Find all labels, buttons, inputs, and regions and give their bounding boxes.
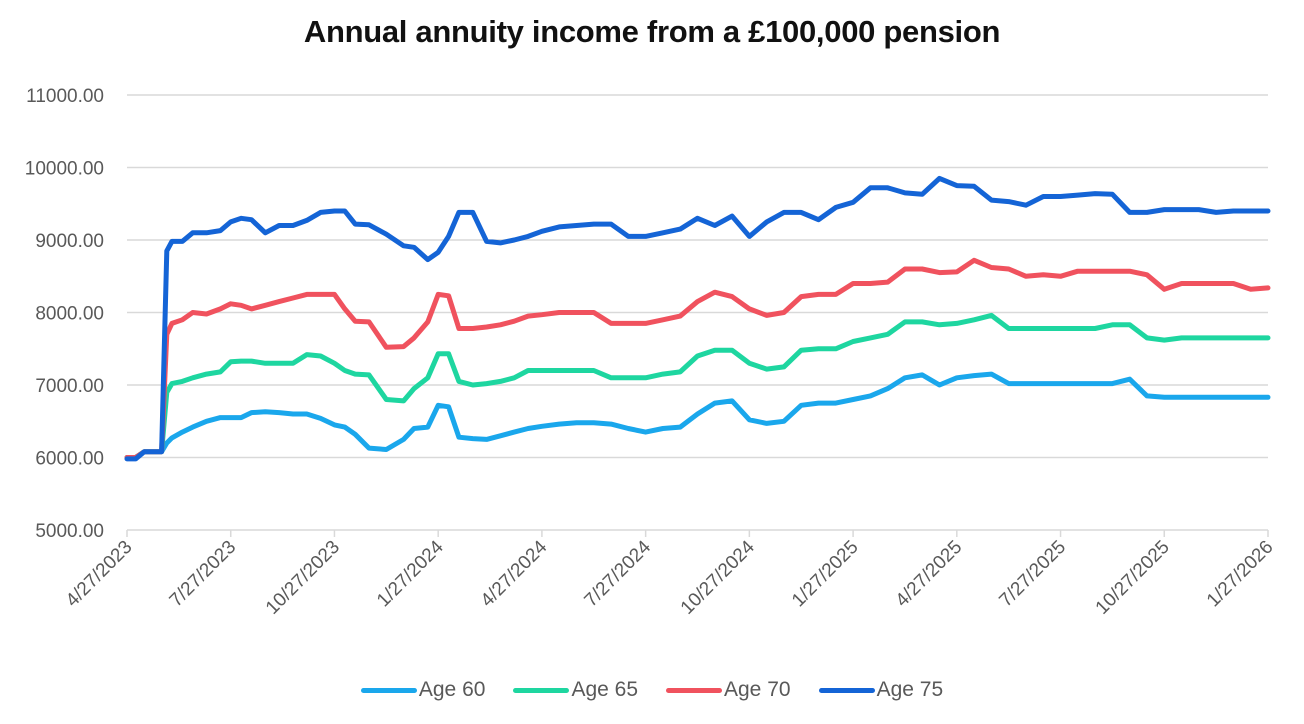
- x-tick-label: 10/27/2023: [262, 537, 344, 619]
- legend-label: Age 70: [724, 678, 791, 701]
- x-tick-label: 1/27/2024: [373, 536, 448, 611]
- series-line-age-60: [124, 371, 1271, 460]
- x-tick-label: 7/27/2023: [166, 537, 241, 612]
- chart-title: Annual annuity income from a £100,000 pe…: [303, 14, 1001, 49]
- legend-item-age-65[interactable]: Age 65: [513, 678, 638, 702]
- y-tick-label: 9000.00: [35, 231, 104, 252]
- legend-swatch: [818, 687, 875, 693]
- legend-swatch: [666, 687, 722, 693]
- gridlines: [127, 94, 1268, 531]
- y-axis-labels: 5000.00 6000.00 7000.00 8000.00 9000.00 10000…: [25, 86, 104, 542]
- x-tick-label: 10/27/2025: [1092, 537, 1174, 619]
- x-tick-label: 1/27/2025: [788, 537, 863, 612]
- x-axis: 4/27/2023 7/27/2023 10/27/2023 1/27/2024 4/2…: [62, 530, 1278, 619]
- legend-label: Age 75: [876, 678, 944, 701]
- y-tick-label: 5000.00: [35, 521, 104, 542]
- series-line-age-75: [124, 175, 1271, 462]
- legend-swatch: [513, 687, 570, 693]
- series-lines: [124, 175, 1271, 462]
- legend: Age 60 Age 65 Age 70 Age 75: [0, 678, 1304, 702]
- x-tick-label: 7/27/2024: [581, 536, 656, 611]
- x-tick-label: 4/27/2023: [62, 537, 137, 612]
- legend-item-age-75[interactable]: Age 75: [818, 678, 944, 702]
- legend-label: Age 60: [418, 678, 486, 701]
- x-tick-label: 4/27/2024: [477, 536, 552, 611]
- legend-label: Age 65: [571, 678, 638, 701]
- y-tick-label: 6000.00: [35, 449, 104, 470]
- x-tick-label: 10/27/2024: [677, 536, 759, 618]
- y-tick-label: 8000.00: [35, 304, 104, 325]
- x-tick-label: 4/27/2025: [892, 537, 967, 612]
- y-tick-label: 11000.00: [26, 86, 104, 107]
- series-line-age-70: [124, 257, 1271, 460]
- x-tick-label: 1/27/2026: [1203, 537, 1278, 612]
- legend-item-age-60[interactable]: Age 60: [360, 678, 486, 702]
- series-line-age-65: [124, 312, 1271, 460]
- legend-swatch: [360, 687, 417, 693]
- x-tick-label: 7/27/2025: [995, 537, 1070, 612]
- legend-item-age-70[interactable]: Age 70: [666, 678, 791, 702]
- y-tick-label: 10000.00: [25, 159, 104, 180]
- y-tick-label: 7000.00: [35, 376, 104, 397]
